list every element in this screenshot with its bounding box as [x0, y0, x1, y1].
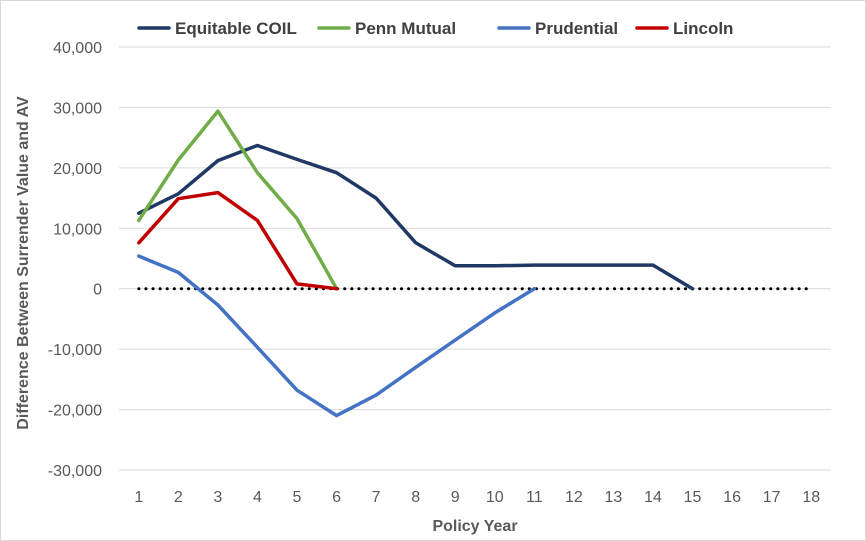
x-tick-label: 16 [723, 489, 741, 506]
y-axis-ticks: -30,000 -20,000 -10,000 0 10,000 20,000 30,000… [48, 40, 102, 480]
y-tick-label: -10,000 [48, 342, 102, 359]
gridlines [119, 46, 831, 471]
y-tick-label: 30,000 [53, 100, 102, 117]
x-tick-label: 17 [763, 489, 781, 506]
x-tick-label: 9 [451, 489, 460, 506]
x-tick-label: 14 [644, 489, 662, 506]
series-line-penn-mutual [137, 109, 339, 291]
legend-label-penn-mutual: Penn Mutual [355, 19, 456, 38]
x-tick-label: 18 [802, 489, 820, 506]
x-tick-label: 10 [486, 489, 504, 506]
x-tick-label: 7 [372, 489, 381, 506]
legend-label-equitable-coil: Equitable COIL [175, 19, 297, 38]
x-tick-label: 8 [411, 489, 420, 506]
legend: Equitable COIL Penn Mutual Prudential Linco… [137, 19, 733, 38]
y-tick-label: 20,000 [53, 161, 102, 178]
y-tick-label: 40,000 [53, 40, 102, 57]
y-tick-label: -20,000 [48, 403, 102, 420]
x-tick-label: 4 [253, 489, 262, 506]
legend-label-lincoln: Lincoln [673, 19, 733, 38]
series-lines [137, 109, 695, 418]
y-tick-label: -30,000 [48, 463, 102, 480]
x-tick-label: 5 [293, 489, 302, 506]
x-axis-title: Policy Year [432, 518, 517, 535]
x-tick-label: 2 [174, 489, 183, 506]
y-tick-label: 10,000 [53, 221, 102, 238]
series-line-prudential [137, 254, 537, 418]
x-tick-label: 12 [565, 489, 583, 506]
legend-label-prudential: Prudential [535, 19, 618, 38]
series-line-lincoln [137, 190, 339, 291]
x-tick-label: 15 [684, 489, 702, 506]
y-axis-title: Difference Between Surrender Value and A… [15, 96, 32, 430]
series-line-equitable-coil [137, 143, 695, 291]
x-tick-label: 3 [213, 489, 222, 506]
x-tick-label: 6 [332, 489, 341, 506]
x-tick-label: 1 [134, 489, 143, 506]
x-axis-ticks: 1 2 3 4 5 6 7 8 9 10 11 12 13 14 15 16 17 18 [134, 489, 820, 506]
x-tick-label: 11 [526, 489, 543, 506]
x-tick-label: 13 [605, 489, 623, 506]
y-tick-label: 0 [93, 282, 102, 299]
